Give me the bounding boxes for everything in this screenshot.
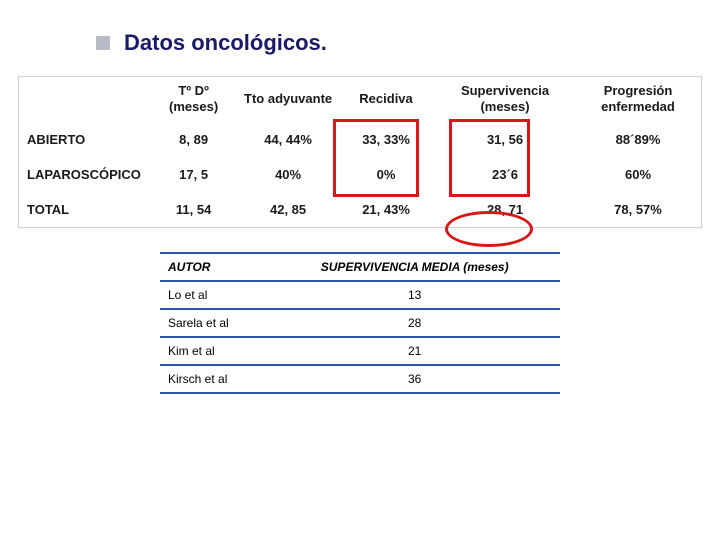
survival-cell: 36 — [269, 365, 560, 393]
table-cell: 33, 33% — [337, 122, 435, 157]
main-col-3: Recidiva — [337, 77, 435, 122]
author-cell: Sarela et al — [160, 309, 269, 337]
sub-table-body: Lo et al13Sarela et al28Kim et al21Kirsc… — [160, 281, 560, 393]
table-cell: 23´6 — [435, 157, 575, 192]
row-label: TOTAL — [19, 192, 148, 227]
author-cell: Kim et al — [160, 337, 269, 365]
table-row: Sarela et al28 — [160, 309, 560, 337]
table-cell: 17, 5 — [148, 157, 239, 192]
survival-cell: 21 — [269, 337, 560, 365]
sub-table-container: AUTOR SUPERVIVENCIA MEDIA (meses) Lo et … — [160, 252, 560, 394]
main-table-body: ABIERTO8, 8944, 44%33, 33%31, 5688´89%LA… — [19, 122, 701, 227]
table-cell: 40% — [239, 157, 337, 192]
table-cell: 8, 89 — [148, 122, 239, 157]
survival-cell: 13 — [269, 281, 560, 309]
bullet-icon — [96, 36, 110, 50]
main-col-5: Progresión enfermedad — [575, 77, 701, 122]
sub-table-header-row: AUTOR SUPERVIVENCIA MEDIA (meses) — [160, 253, 560, 281]
sub-col-survival: SUPERVIVENCIA MEDIA (meses) — [269, 253, 560, 281]
table-row: Kim et al21 — [160, 337, 560, 365]
main-table: Tº Dº(meses)Tto adyuvanteRecidivaSupervi… — [19, 77, 701, 227]
table-cell: 44, 44% — [239, 122, 337, 157]
main-col-1: Tº Dº(meses) — [148, 77, 239, 122]
slide-title-row: Datos oncológicos. — [96, 30, 702, 56]
table-row: TOTAL11, 5442, 8521, 43%28, 7178, 57% — [19, 192, 701, 227]
main-table-container: Tº Dº(meses)Tto adyuvanteRecidivaSupervi… — [18, 76, 702, 228]
main-table-header-row: Tº Dº(meses)Tto adyuvanteRecidivaSupervi… — [19, 77, 701, 122]
author-cell: Kirsch et al — [160, 365, 269, 393]
table-row: Kirsch et al36 — [160, 365, 560, 393]
table-cell: 28, 71 — [435, 192, 575, 227]
table-cell: 11, 54 — [148, 192, 239, 227]
author-cell: Lo et al — [160, 281, 269, 309]
main-col-4: Supervivencia(meses) — [435, 77, 575, 122]
sub-table: AUTOR SUPERVIVENCIA MEDIA (meses) Lo et … — [160, 252, 560, 394]
table-cell: 42, 85 — [239, 192, 337, 227]
row-label: LAPAROSCÓPICO — [19, 157, 148, 192]
table-row: Lo et al13 — [160, 281, 560, 309]
table-cell: 31, 56 — [435, 122, 575, 157]
survival-cell: 28 — [269, 309, 560, 337]
table-cell: 21, 43% — [337, 192, 435, 227]
main-col-2: Tto adyuvante — [239, 77, 337, 122]
row-label: ABIERTO — [19, 122, 148, 157]
table-row: LAPAROSCÓPICO17, 540%0%23´660% — [19, 157, 701, 192]
table-cell: 0% — [337, 157, 435, 192]
table-cell: 78, 57% — [575, 192, 701, 227]
sub-col-author: AUTOR — [160, 253, 269, 281]
table-cell: 88´89% — [575, 122, 701, 157]
slide-title: Datos oncológicos. — [124, 30, 327, 56]
main-col-0 — [19, 77, 148, 122]
table-row: ABIERTO8, 8944, 44%33, 33%31, 5688´89% — [19, 122, 701, 157]
table-cell: 60% — [575, 157, 701, 192]
